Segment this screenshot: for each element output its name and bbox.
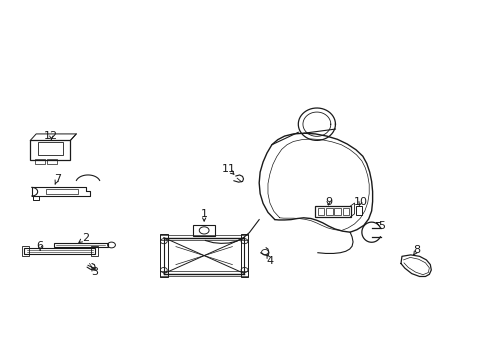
Text: 1: 1 [200,209,207,219]
Text: 7: 7 [54,174,61,184]
Text: 2: 2 [82,233,89,243]
Text: 8: 8 [413,245,420,255]
Text: 9: 9 [325,197,331,207]
Text: 10: 10 [353,197,367,207]
Text: 6: 6 [37,240,43,251]
Text: 5: 5 [377,221,384,231]
Text: 12: 12 [44,131,58,141]
Text: 3: 3 [91,267,98,277]
Text: 4: 4 [266,256,273,266]
Text: 11: 11 [222,164,235,174]
